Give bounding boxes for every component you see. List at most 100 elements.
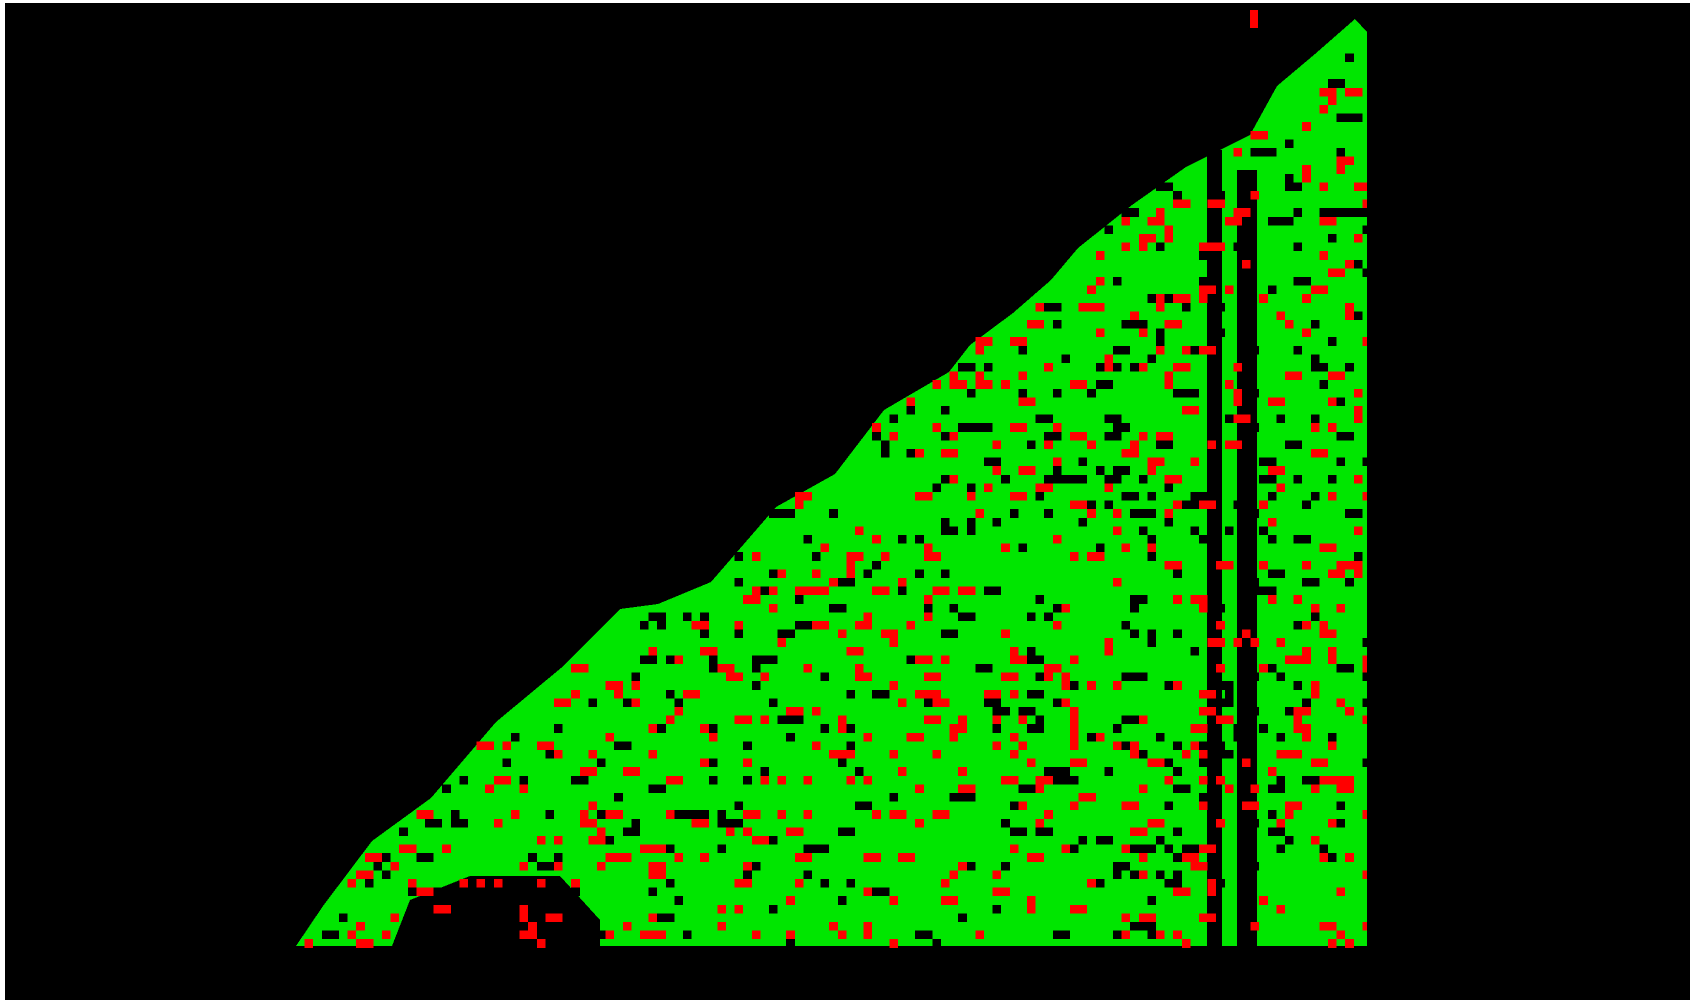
dark-pixel <box>1362 638 1367 647</box>
red-pixel <box>984 689 1002 699</box>
red-pixel <box>605 810 623 819</box>
red-pixel <box>1285 655 1303 664</box>
dark-pixel <box>1345 363 1354 372</box>
red-pixel <box>1104 354 1113 363</box>
dark-pixel <box>1310 492 1320 501</box>
red-pixel <box>1310 681 1320 690</box>
dark-pixel <box>1164 681 1174 690</box>
dark-pixel <box>1267 784 1285 793</box>
red-pixel <box>1224 216 1242 226</box>
red-pixel <box>1267 397 1285 406</box>
dark-pixel <box>1044 767 1053 776</box>
red-pixel <box>304 939 314 948</box>
dark-pixel <box>941 517 950 527</box>
dark-pixel <box>1242 294 1251 303</box>
red-pixel <box>571 879 580 888</box>
dark-pixel <box>1328 337 1337 346</box>
red-pixel <box>1121 801 1139 811</box>
red-pixel <box>958 767 967 776</box>
red-pixel <box>1345 87 1363 97</box>
red-pixel <box>1319 251 1328 260</box>
dark-pixel <box>1156 328 1165 338</box>
red-pixel <box>829 922 838 931</box>
red-pixel <box>1164 380 1174 389</box>
dark-pixel <box>1027 689 1036 699</box>
dark-pixel <box>614 793 623 802</box>
dark-pixel <box>1104 414 1122 424</box>
dark-pixel <box>1336 457 1346 467</box>
dark-pixel <box>906 655 924 664</box>
red-pixel <box>1087 440 1096 449</box>
red-pixel <box>1190 741 1199 750</box>
red-pixel <box>803 664 812 673</box>
dark-pixel <box>1224 526 1234 535</box>
dark-pixel <box>1328 853 1337 862</box>
red-pixel <box>528 922 537 931</box>
red-pixel <box>751 930 761 940</box>
red-pixel <box>1009 689 1019 699</box>
red-pixel <box>1190 724 1208 733</box>
red-pixel <box>872 423 881 432</box>
dark-pixel <box>777 629 795 639</box>
dark-pixel <box>1095 879 1105 888</box>
red-pixel <box>1052 423 1062 432</box>
dark-pixel <box>1259 526 1268 535</box>
red-pixel <box>915 655 933 664</box>
red-pixel <box>1328 492 1337 501</box>
dark-pixel <box>820 879 830 888</box>
dark-pixel <box>1147 535 1156 544</box>
dark-pixel <box>1267 216 1285 226</box>
red-pixel <box>1285 750 1303 759</box>
dark-pixel <box>545 750 554 759</box>
dark-pixel <box>1164 483 1174 492</box>
dark-pixel <box>1319 380 1328 389</box>
dark-pixel <box>1207 259 1217 269</box>
red-pixel <box>648 750 658 759</box>
red-pixel <box>898 698 907 707</box>
red-pixel <box>1052 621 1062 630</box>
dark-pixel <box>1095 466 1105 475</box>
dark-pixel <box>837 758 847 768</box>
red-pixel <box>949 371 959 381</box>
dark-pixel <box>1362 672 1367 682</box>
red-pixel <box>1310 285 1328 295</box>
red-pixel <box>958 586 976 596</box>
red-pixel <box>889 810 907 819</box>
red-pixel <box>1319 105 1328 114</box>
red-pixel <box>1061 698 1070 707</box>
red-pixel <box>631 681 640 690</box>
dark-pixel <box>966 861 976 871</box>
red-pixel <box>751 836 769 845</box>
red-pixel <box>872 535 881 544</box>
red-pixel <box>1302 732 1311 742</box>
red-pixel <box>889 750 898 759</box>
red-pixel <box>1027 853 1045 862</box>
dark-pixel <box>1199 793 1217 802</box>
dark-pixel <box>1121 741 1131 750</box>
red-pixel <box>1138 363 1148 372</box>
red-pixel <box>442 844 451 854</box>
red-pixel <box>622 853 632 862</box>
red-pixel <box>1293 595 1303 604</box>
dark-pixel <box>812 552 821 561</box>
red-pixel <box>863 732 873 742</box>
dark-pixel <box>665 689 675 699</box>
dark-pixel <box>1087 732 1096 742</box>
dark-pixel <box>562 939 572 948</box>
red-pixel <box>846 750 855 759</box>
dark-pixel <box>1173 388 1182 398</box>
red-pixel <box>769 603 778 613</box>
red-pixel <box>1336 156 1354 166</box>
red-pixel <box>1113 578 1122 587</box>
red-pixel <box>1018 371 1027 381</box>
red-pixel <box>1353 414 1363 424</box>
dark-pixel <box>1018 543 1027 553</box>
dark-pixel <box>1035 672 1045 682</box>
red-pixel <box>984 380 993 389</box>
red-pixel <box>949 431 959 441</box>
red-pixel <box>674 707 683 716</box>
dark-pixel <box>1259 724 1268 733</box>
red-pixel <box>1121 216 1131 226</box>
